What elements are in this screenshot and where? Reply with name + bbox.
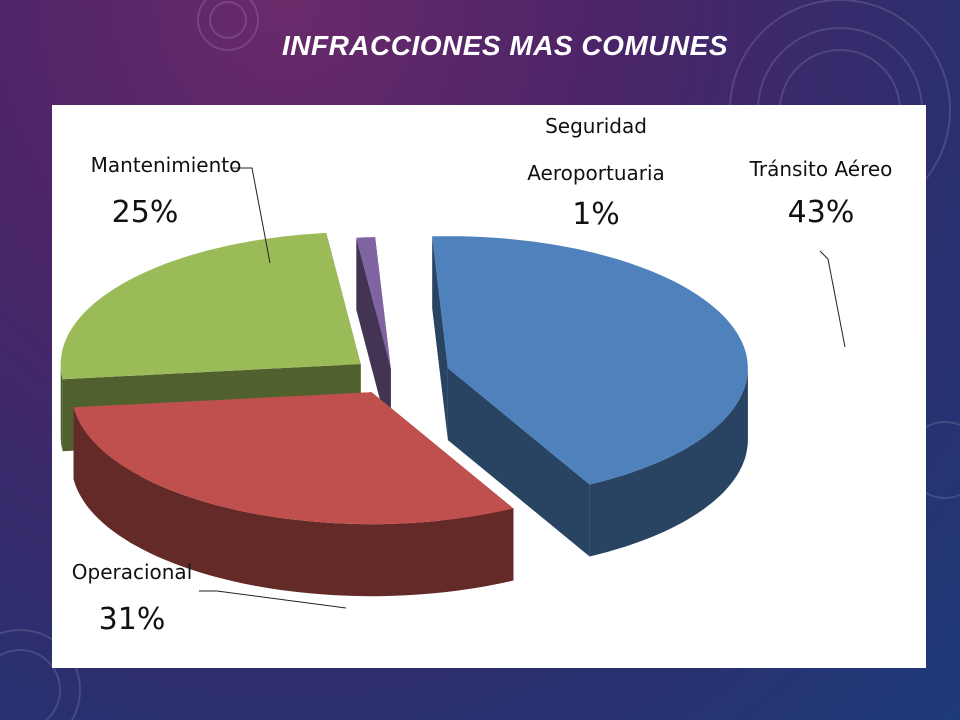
pie-slice-seguridad-aeroportuaria [356,237,391,369]
slice-label-operacional: Operacional [72,560,193,584]
pie-chart: Tránsito Aéreo 43% Operacional 31% Mantenimi… [60,114,893,637]
pie-slice-mantenimiento [60,232,361,380]
leader-line-transito-aereo [819,250,846,348]
slice-label-seguridad-aeroportuaria-line-1: Seguridad [545,114,647,138]
slice-value-mantenimiento: 25% [112,195,179,230]
slice-value-transito-aereo: 43% [788,195,855,230]
pie-slice-transito-aereo [432,236,748,485]
slice-label-mantenimiento: Mantenimiento [91,153,242,177]
pie-slice-seguridad-aeroportuaria-wall-start [356,237,391,441]
leader-line-operacional [199,590,347,609]
pie-slice-transito-aereo-side [589,368,748,557]
pie-slice-operacional-side [73,407,514,597]
leader-line-mantenimiento [232,167,271,264]
slice-label-transito-aereo: Tránsito Aéreo [749,157,893,181]
slice-label-seguridad-aeroportuaria-line-2: Aeroportuaria [527,161,665,185]
pie-slice-transito-aereo-wall-start [432,236,448,441]
pie-slice-mantenimiento-side [60,364,63,452]
slide-title: INFRACCIONES MAS COMUNES [281,30,728,61]
chart-panel: Tránsito Aéreo 43% Operacional 31% Mantenimi… [52,105,926,668]
slice-value-operacional: 31% [99,602,166,637]
pie-slice-transito-aereo-wall-end [447,368,590,557]
pie-slice-operacional [73,392,514,525]
slice-value-seguridad-aeroportuaria: 1% [572,197,620,232]
